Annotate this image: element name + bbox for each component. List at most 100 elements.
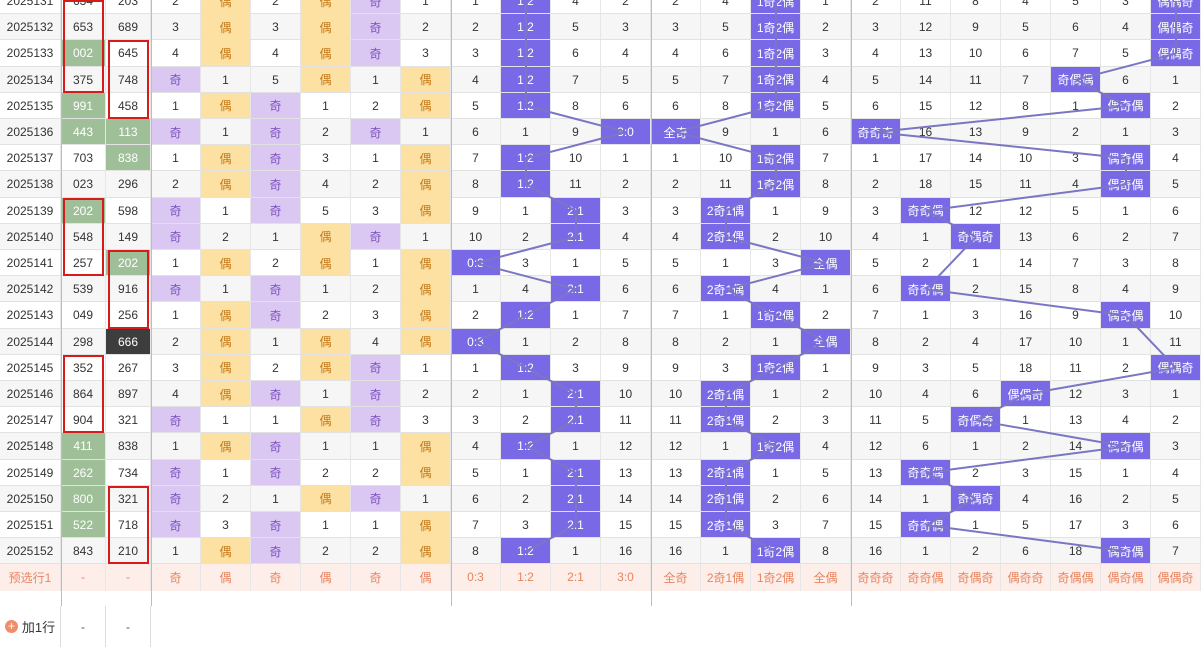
trend-cell: 1	[301, 92, 351, 119]
trend-cell: 9	[1051, 302, 1101, 329]
trend-cell: 奇偶偶	[1051, 66, 1101, 93]
period-cell: 2025139	[0, 197, 61, 224]
trend-cell: 2奇1偶	[701, 276, 751, 303]
trend-cell: 2	[1101, 223, 1151, 250]
preselect-option: 全偶	[801, 564, 851, 591]
trend-cell: 3	[701, 354, 751, 381]
trend-cell: 7	[851, 302, 901, 329]
period-cell: 2025142	[0, 276, 61, 303]
trend-cell: 6	[801, 485, 851, 512]
trend-cell: 4	[451, 433, 501, 460]
trend-cell: 3	[651, 197, 701, 224]
trend-cell: 11	[901, 0, 951, 15]
trend-cell: 奇	[251, 302, 301, 329]
trend-cell: 1	[351, 145, 401, 172]
trend-cell: 3	[751, 250, 801, 277]
trend-cell: 6	[451, 119, 501, 146]
trend-cell: 4	[851, 40, 901, 67]
trend-cell: 4	[1051, 171, 1101, 198]
draw-number-cell: 748	[106, 66, 151, 93]
trend-cell: 3	[351, 197, 401, 224]
trend-cell: 14	[601, 485, 651, 512]
period-cell: 2025143	[0, 302, 61, 329]
trend-cell: 1	[751, 119, 801, 146]
trend-cell: 奇	[151, 197, 201, 224]
trend-cell: 奇	[251, 276, 301, 303]
row-separator	[0, 91, 1201, 93]
trend-cell: 5	[701, 14, 751, 41]
trend-cell: 1	[251, 223, 301, 250]
trend-cell: 3	[501, 250, 551, 277]
trend-cell: 13	[601, 459, 651, 486]
draw-number-cell: 296	[106, 171, 151, 198]
preselect-option: 奇	[351, 564, 401, 591]
trend-cell: 16	[601, 538, 651, 565]
group-divider	[851, 0, 852, 606]
trend-cell: 2	[351, 171, 401, 198]
trend-cell: 2	[151, 171, 201, 198]
trend-cell: 6	[801, 119, 851, 146]
trend-cell: 奇	[151, 407, 201, 434]
trend-cell: 12	[1051, 381, 1101, 408]
trend-cell: 5	[651, 66, 701, 93]
preselect-option: 偶奇奇	[1001, 564, 1051, 591]
trend-cell: 3	[151, 14, 201, 41]
trend-cell: 7	[601, 302, 651, 329]
trend-cell: 9	[551, 119, 601, 146]
trend-cell: 奇	[151, 223, 201, 250]
trend-cell: 1:2	[501, 302, 551, 329]
trend-cell: 1奇2偶	[751, 40, 801, 67]
trend-cell: 1	[401, 0, 451, 15]
trend-cell: 7	[1051, 40, 1101, 67]
trend-cell: 1	[201, 66, 251, 93]
draw-number-cell: 256	[106, 302, 151, 329]
trend-cell: 奇	[151, 276, 201, 303]
trend-cell: 1	[951, 250, 1001, 277]
trend-cell: 9	[451, 197, 501, 224]
trend-cell: 1	[551, 302, 601, 329]
trend-cell: 2奇1偶	[701, 197, 751, 224]
trend-cell: 1奇2偶	[751, 302, 801, 329]
draw-number-cell: 210	[106, 538, 151, 565]
trend-cell: 3	[501, 512, 551, 539]
add-row-button[interactable]: + 加1行	[0, 606, 61, 647]
trend-cell: 奇	[251, 92, 301, 119]
trend-cell: 偶	[201, 250, 251, 277]
trend-cell: 17	[1051, 512, 1101, 539]
trend-cell: 偶奇偶	[1101, 171, 1151, 198]
period-cell: 2025145	[0, 354, 61, 381]
trend-cell: 13	[651, 459, 701, 486]
trend-cell: 奇	[251, 145, 301, 172]
trend-cell: 4	[1101, 276, 1151, 303]
trend-cell: 1	[151, 302, 201, 329]
trend-cell: 奇奇偶	[901, 197, 951, 224]
trend-cell: 1	[1151, 66, 1201, 93]
trend-cell: 1	[551, 538, 601, 565]
trend-cell: 偶偶奇	[1151, 0, 1201, 15]
trend-cell: 2:1	[551, 459, 601, 486]
preselect-option: 奇	[251, 564, 301, 591]
trend-cell: 15	[651, 512, 701, 539]
trend-cell: 奇	[351, 485, 401, 512]
trend-cell: 8	[601, 328, 651, 355]
trend-cell: 10	[701, 145, 751, 172]
trend-cell: 2	[901, 328, 951, 355]
trend-cell: 8	[951, 0, 1001, 15]
trend-cell: 2:1	[551, 407, 601, 434]
row-separator	[0, 380, 1201, 381]
trend-cell: 8	[1051, 276, 1101, 303]
trend-cell: 2	[851, 0, 901, 15]
period-cell: 2025141	[0, 250, 61, 277]
trend-cell: 2	[301, 538, 351, 565]
trend-cell: 1	[251, 407, 301, 434]
trend-cell: 1	[951, 512, 1001, 539]
trend-cell: 1	[901, 223, 951, 250]
trend-cell: 奇奇偶	[901, 276, 951, 303]
trend-cell: 1	[901, 302, 951, 329]
trend-cell: 1	[151, 92, 201, 119]
trend-cell: 3	[1151, 119, 1201, 146]
trend-cell: 17	[901, 145, 951, 172]
trend-cell: 偶	[401, 328, 451, 355]
period-cell: 2025147	[0, 407, 61, 434]
trend-cell: 2	[851, 171, 901, 198]
